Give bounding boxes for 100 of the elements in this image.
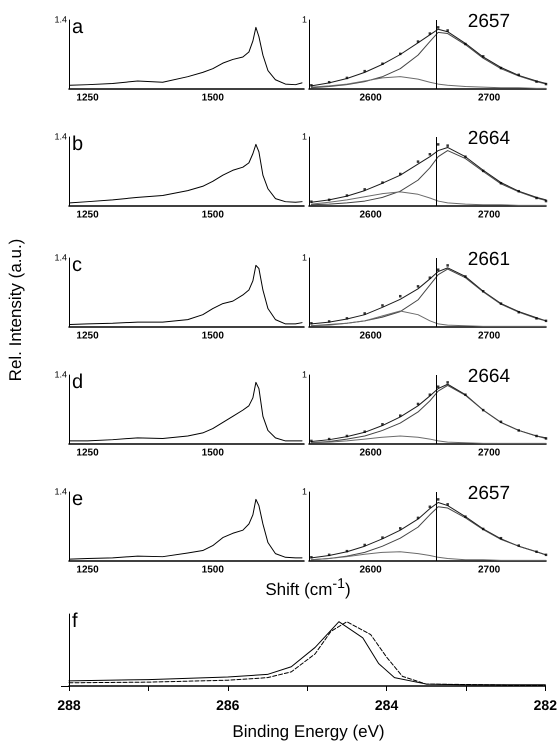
point — [500, 302, 502, 305]
y-axis-title: Rel. Intensity (a.u.) — [6, 238, 26, 382]
point — [398, 172, 402, 176]
x-tick-label: 1500 — [202, 448, 224, 458]
point — [398, 294, 402, 298]
point — [416, 160, 420, 163]
point — [544, 437, 548, 440]
x-tick-label: 1250 — [76, 330, 100, 342]
point — [535, 434, 538, 438]
point — [328, 554, 330, 556]
point — [416, 516, 420, 520]
point — [544, 200, 548, 202]
point — [544, 82, 548, 86]
point — [436, 498, 440, 501]
point — [328, 320, 330, 323]
x-axis-title: Binding Energy (eV) — [232, 722, 385, 742]
point — [517, 190, 520, 192]
point — [544, 320, 548, 322]
x-tick-label: 1500 — [202, 92, 224, 104]
text: 1 — [302, 132, 308, 142]
text: 1 — [302, 252, 308, 262]
point — [328, 438, 330, 440]
point — [517, 74, 520, 76]
point — [436, 268, 440, 271]
point — [346, 550, 348, 552]
annotation: 2664 — [468, 128, 510, 149]
point — [482, 408, 484, 412]
annotation: 2657 — [468, 483, 510, 504]
x-tick-label: 1250 — [76, 210, 100, 220]
point — [363, 312, 366, 315]
point — [446, 29, 449, 32]
point — [535, 196, 538, 200]
point — [363, 188, 366, 191]
x-tick-label: 1250 — [76, 564, 100, 576]
point — [428, 506, 432, 508]
point — [398, 52, 402, 56]
annotation: b — [72, 133, 84, 155]
point — [428, 32, 432, 35]
point — [398, 414, 402, 417]
point — [363, 430, 366, 433]
x-tick-label: 2700 — [478, 448, 501, 458]
annotation: 2664 — [468, 366, 510, 387]
point — [346, 434, 348, 438]
x-tick-label: 2700 — [478, 564, 501, 576]
point — [346, 317, 348, 320]
point — [428, 276, 432, 279]
point — [346, 194, 348, 197]
text: 1 — [302, 486, 308, 496]
text: 1 — [302, 370, 308, 380]
point — [535, 80, 538, 83]
text: 1.4 — [54, 132, 68, 142]
x-tick-label: 2700 — [478, 210, 501, 220]
point — [482, 170, 484, 172]
point — [363, 544, 366, 546]
point — [428, 393, 432, 396]
x-tick-label: 1500 — [202, 210, 224, 220]
annotation: 2657 — [468, 11, 510, 32]
point — [446, 503, 449, 506]
point — [346, 76, 348, 80]
point — [482, 290, 484, 293]
point — [544, 554, 548, 556]
point — [436, 26, 440, 29]
annotation: c — [72, 254, 82, 276]
point — [500, 536, 502, 540]
point — [363, 70, 366, 72]
x-tick-label: 1250 — [76, 448, 100, 458]
point — [482, 528, 484, 530]
point — [517, 310, 520, 314]
text: 1 — [302, 14, 308, 24]
x-tick-label: 284 — [374, 697, 398, 713]
x-tick-label: 2600 — [359, 330, 382, 342]
x-tick-label: 1250 — [76, 92, 100, 104]
x-tick-label: 2700 — [478, 92, 501, 104]
point — [500, 66, 502, 70]
point — [464, 275, 467, 278]
point — [517, 429, 520, 432]
x-tick-label: 282 — [534, 697, 558, 713]
point — [328, 80, 330, 84]
point — [535, 317, 538, 320]
annotation: 2661 — [468, 249, 510, 270]
point — [482, 55, 484, 58]
text: 1.4 — [54, 486, 68, 496]
point — [446, 144, 449, 147]
point — [500, 182, 502, 184]
point — [398, 527, 402, 530]
x-tick-label: 2700 — [478, 330, 501, 342]
text: 1.4 — [54, 252, 68, 262]
x-tick-label: 2600 — [359, 448, 382, 458]
point — [416, 402, 420, 406]
point — [416, 285, 420, 288]
annotation: a — [72, 16, 84, 38]
point — [500, 420, 502, 424]
x-tick-label: 1500 — [202, 330, 224, 342]
text: 1.4 — [54, 14, 68, 24]
point — [328, 198, 330, 202]
point — [310, 322, 313, 325]
point — [381, 62, 384, 65]
point — [381, 423, 384, 426]
annotation: f — [72, 610, 78, 632]
x-tick-label: 1500 — [202, 564, 224, 576]
